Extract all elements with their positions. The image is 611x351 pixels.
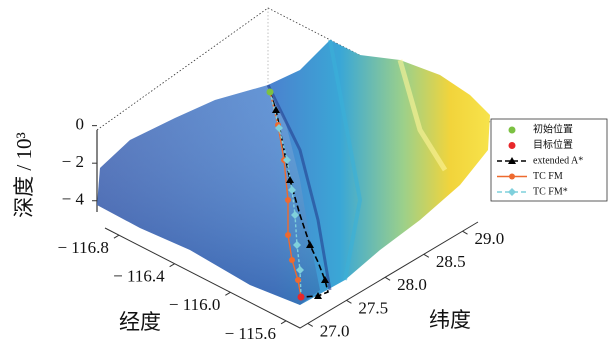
x-tick <box>225 292 230 295</box>
y-tick <box>385 277 390 280</box>
legend-marker <box>509 142 516 149</box>
y-tick <box>308 323 313 326</box>
y-tick-label: 29.0 <box>475 229 505 248</box>
tcfm-marker <box>285 232 291 238</box>
legend-label: TC FM* <box>533 186 568 197</box>
y-tick-label: 28.5 <box>436 252 466 271</box>
y-tick <box>463 231 468 234</box>
x-axis-label: 经度 <box>119 310 161 334</box>
x-tick <box>281 321 286 324</box>
goal-point <box>298 294 305 301</box>
chart: 深度 / 10³ 经度 纬度 0− 2− 4− 116.8− 116.4− 11… <box>0 0 611 351</box>
x-tick <box>170 264 175 267</box>
legend-label: TC FM <box>533 171 563 182</box>
x-tick-label: − 116.0 <box>169 295 220 314</box>
x-tick-label: − 116.4 <box>113 267 165 286</box>
legend-label: 初始位置 <box>533 122 573 135</box>
tcfm-marker <box>295 277 301 283</box>
x-tick-label: − 116.8 <box>57 238 108 257</box>
legend-label: extended A* <box>533 155 583 166</box>
start-point <box>267 89 274 96</box>
y-tick-label: 27.5 <box>358 298 388 317</box>
x-tick <box>114 235 119 238</box>
tcfm-marker <box>289 257 295 263</box>
legend-marker <box>509 127 516 134</box>
y-axis-label: 纬度 <box>429 308 471 332</box>
z-tick-label: − 4 <box>62 190 85 209</box>
tcfm-marker <box>285 197 291 203</box>
legend-label: 目标位置 <box>533 138 573 151</box>
x-tick-label: − 115.6 <box>225 324 276 343</box>
z-tick-label: − 2 <box>62 152 84 171</box>
legend-marker <box>509 174 515 180</box>
y-tick-label: 27.0 <box>320 321 350 340</box>
y-tick-label: 28.0 <box>397 275 427 294</box>
z-tick-label: 0 <box>76 115 85 134</box>
y-tick <box>346 300 351 303</box>
z-axis-label: 深度 / 10³ <box>12 132 36 218</box>
y-tick <box>424 254 429 257</box>
